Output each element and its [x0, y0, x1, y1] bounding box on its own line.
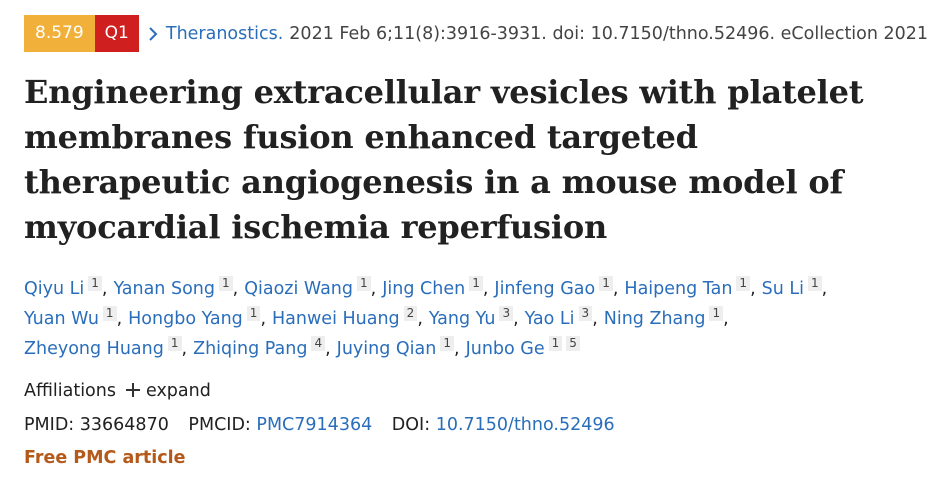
citation-details: 2021 Feb 6;11(8):3916-3931. doi: 10.7150… [289, 23, 928, 44]
doi-link[interactable]: 10.7150/thno.52496 [435, 415, 615, 435]
pmcid-link[interactable]: PMC7914364 [256, 415, 373, 435]
author-separator: , [723, 309, 729, 329]
author-separator: , [513, 309, 519, 329]
affiliation-ref[interactable]: 4 [311, 336, 326, 351]
free-article-label[interactable]: Free PMC article [24, 448, 186, 468]
affiliation-ref[interactable]: 1 [167, 336, 182, 351]
author-name[interactable]: Haipeng Tan [624, 279, 733, 299]
citation-bar: 8.579 Q1 Theranostics. 2021 Feb 6;11(8):… [24, 15, 928, 52]
author-name[interactable]: Su Li [761, 279, 805, 299]
affiliation-ref[interactable]: 1 [736, 276, 751, 291]
impact-badge: 8.579 [24, 15, 95, 52]
author-separator: , [417, 309, 423, 329]
author-line: Zheyong Huang 1, Zhiqing Pang 4, Juying Qian… [24, 334, 833, 364]
author-separator: , [116, 309, 123, 329]
affiliation-ref[interactable]: 1 [709, 306, 724, 321]
author-separator: , [592, 309, 598, 329]
author-separator: , [232, 279, 239, 299]
affiliations-label: Affiliations [24, 381, 116, 401]
author-name[interactable]: Hongbo Yang [128, 309, 243, 329]
affiliation-ref[interactable]: 1 [88, 276, 102, 291]
author-name[interactable]: Ning Zhang [603, 309, 706, 329]
affiliation-ref[interactable]: 1 [218, 276, 233, 291]
author-name[interactable]: Jing Chen [382, 279, 466, 299]
article-title: Engineering extracellular vesicles with … [24, 73, 864, 246]
affiliation-ref[interactable]: 1 [102, 306, 117, 321]
identifiers-row: PMID: 33664870 PMCID: PMC7914364 DOI: 10… [24, 415, 615, 435]
affiliations-row[interactable]: Affiliations expand [24, 381, 211, 401]
expand-label: expand [145, 381, 211, 401]
author-name[interactable]: Yang Yu [428, 309, 496, 329]
affiliation-ref[interactable]: 1 [357, 276, 371, 291]
affiliation-ref[interactable]: 3 [499, 306, 514, 321]
author-separator: , [370, 279, 377, 299]
author-separator: , [750, 279, 756, 299]
affiliation-ref[interactable]: 1 [548, 336, 563, 351]
affiliation-ref[interactable]: 3 [578, 306, 593, 321]
author-line: Qiyu Li 1, Yanan Song 1, Qiaozi Wang 1, Jing C… [24, 274, 833, 304]
affiliation-ref[interactable]: 1 [469, 276, 483, 291]
author-name[interactable]: Qiaozi Wang [244, 279, 353, 299]
affiliation-ref[interactable]: 2 [403, 306, 418, 321]
author-name[interactable]: Yao Li [524, 309, 575, 329]
author-name[interactable]: Yanan Song [113, 279, 215, 299]
pmcid-label: PMCID: [188, 415, 251, 435]
affiliation-ref[interactable]: 5 [566, 336, 580, 351]
author-list: Qiyu Li 1, Yanan Song 1, Qiaozi Wang 1, Jing C… [24, 274, 833, 364]
author-name[interactable]: Jinfeng Gao [494, 279, 596, 299]
journal-link[interactable]: Theranostics. [165, 23, 284, 44]
author-name[interactable]: Junbo Ge [465, 339, 545, 359]
author-separator: , [181, 339, 188, 359]
author-separator: , [482, 279, 489, 299]
author-separator: , [821, 279, 828, 299]
author-name[interactable]: Zheyong Huang [24, 339, 164, 359]
quartile-badge: Q1 [94, 15, 139, 52]
author-name[interactable]: Zhiqing Pang [193, 339, 308, 359]
author-line: Yuan Wu 1, Hongbo Yang 1, Hanwei Huang 2, Yang… [24, 304, 833, 334]
author-name[interactable]: Hanwei Huang [272, 309, 400, 329]
affiliation-ref[interactable]: 1 [440, 336, 454, 351]
author-separator: , [260, 309, 267, 329]
author-name[interactable]: Juying Qian [336, 339, 437, 359]
affiliation-ref[interactable]: 1 [599, 276, 613, 291]
pmid-label: PMID: [24, 415, 75, 435]
plus-icon [125, 383, 140, 397]
chevron-icon [149, 26, 158, 41]
author-name[interactable]: Qiyu Li [24, 279, 85, 299]
author-name[interactable]: Yuan Wu [24, 309, 99, 329]
author-separator: , [101, 279, 108, 299]
author-separator: , [325, 339, 331, 359]
affiliation-ref[interactable]: 1 [246, 306, 261, 321]
author-separator: , [454, 339, 460, 359]
author-separator: , [612, 279, 619, 299]
doi-label: DOI: [391, 415, 431, 435]
affiliation-ref[interactable]: 1 [808, 276, 822, 291]
pmid: 33664870 [79, 415, 169, 435]
